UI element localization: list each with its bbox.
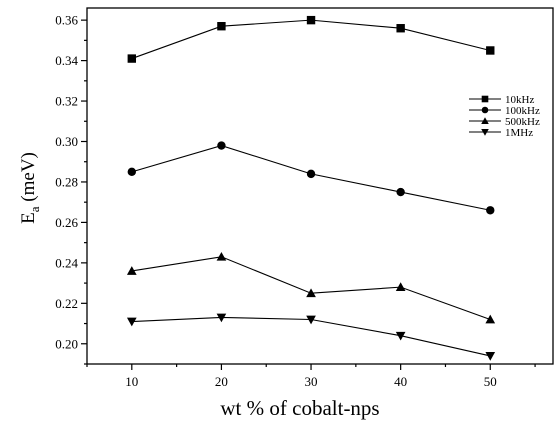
axes: 0.20 0.22 0.24 0.26 0.28 0.30 0.32 0.34 0.36 10 20…: [55, 7, 554, 389]
data-point: [486, 206, 495, 215]
series-500kHz: [126, 251, 496, 324]
legend-marker: [481, 106, 489, 114]
y-axis-title-main: E: [18, 212, 39, 224]
x-tick-label: 30: [305, 374, 318, 389]
legend-marker: [481, 117, 489, 125]
y-axis-title-unit: (meV): [18, 152, 39, 206]
data-point: [306, 169, 316, 179]
y-tick-label: 0.22: [55, 296, 78, 311]
data-point: [127, 167, 137, 177]
data-point: [485, 314, 496, 324]
legend-item: 500kHz: [469, 116, 540, 128]
series-10kHz: [127, 15, 495, 63]
y-tick-label: 0.24: [55, 255, 78, 270]
y-tick-label: 0.30: [55, 134, 78, 149]
y-tick-label: 0.34: [55, 53, 78, 68]
data-point: [395, 331, 406, 341]
data-point: [306, 288, 316, 298]
data-point: [127, 54, 137, 63]
series-100kHz: [127, 141, 495, 215]
series-line: [131, 19, 491, 60]
data-point: [216, 313, 227, 323]
series-layer: [126, 15, 496, 361]
series-line: [131, 256, 491, 321]
data-point: [306, 315, 316, 325]
x-axis-title: wt % of cobalt-nps: [220, 396, 379, 420]
y-tick-label: 0.36: [55, 13, 78, 28]
legend-label: 100kHz: [505, 105, 540, 117]
legend-label: 500kHz: [505, 116, 540, 128]
data-point: [306, 15, 316, 25]
data-point: [396, 24, 405, 33]
legend-item: 1MHz: [469, 127, 533, 139]
plot-frame: [86, 7, 554, 365]
legend-item: 10kHz: [469, 94, 534, 106]
data-point: [395, 282, 406, 292]
y-axis-title: Ea (meV): [18, 152, 42, 224]
y-tick-label: 0.28: [55, 174, 78, 189]
legend-marker: [481, 95, 489, 103]
y-tick-label: 0.26: [55, 215, 78, 230]
legend-label: 10kHz: [505, 94, 534, 106]
y-axis-title-sub: a: [27, 206, 42, 212]
legend-marker: [481, 128, 489, 136]
x-tick-label: 50: [484, 374, 497, 389]
data-point: [486, 46, 495, 55]
data-point: [216, 251, 227, 261]
legend-item: 100kHz: [469, 105, 540, 117]
data-point: [217, 141, 226, 150]
x-tick-label: 40: [394, 374, 407, 389]
x-tick-label: 10: [125, 374, 138, 389]
data-point: [126, 317, 137, 327]
legend-label: 1MHz: [505, 127, 533, 139]
data-point: [217, 22, 226, 31]
series-1MHz: [126, 313, 496, 361]
y-tick-label: 0.20: [55, 336, 78, 351]
x-tick-label: 20: [215, 374, 228, 389]
data-point: [396, 187, 405, 197]
data-point: [126, 266, 137, 275]
y-tick-label: 0.32: [55, 94, 78, 109]
data-point: [485, 352, 496, 361]
